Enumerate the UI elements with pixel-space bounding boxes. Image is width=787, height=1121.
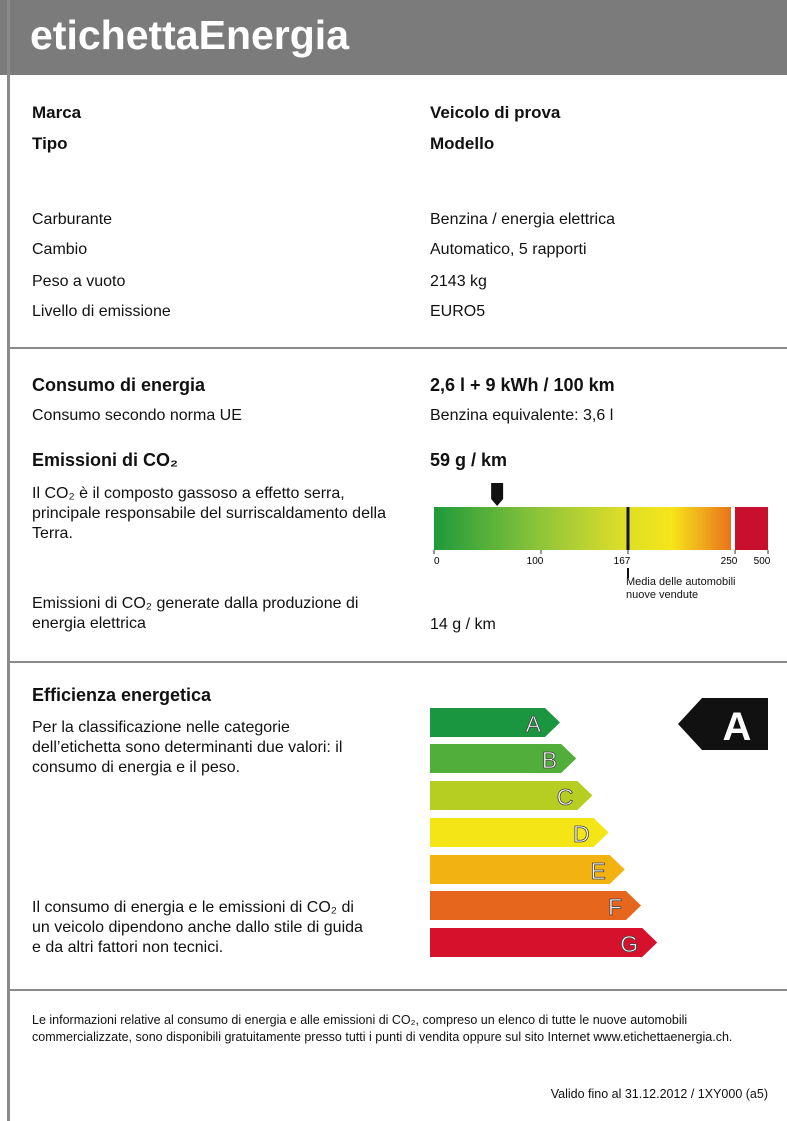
consumption-label: Consumo di energia: [32, 375, 206, 395]
average-label: Media delle automobili nuove vendute: [626, 576, 736, 601]
spec-label: Peso a vuoto: [32, 273, 126, 290]
class-arrow: [430, 891, 641, 920]
footer-info: Le informazioni relative al consumo di e…: [32, 1013, 733, 1044]
spec-label: Cambio: [32, 241, 88, 258]
efficiency-note: Il consumo di energia e le emissioni di …: [32, 899, 363, 956]
efficiency-description: Per la classificazione nelle categorie d…: [32, 719, 343, 776]
rating-letter: A: [723, 705, 752, 749]
rating-arrow: [678, 698, 768, 750]
co2-marker: [491, 483, 504, 506]
spec-label: Livello di emissione: [32, 303, 171, 320]
tick-label: 167: [614, 556, 631, 567]
co2-scale-bar: [434, 507, 731, 550]
class-arrow: [430, 855, 625, 884]
class-arrow: [430, 928, 658, 957]
co2-value: 59 g / km: [430, 450, 508, 470]
class-letter: D: [573, 821, 590, 847]
class-letter: E: [590, 858, 605, 884]
class-letter: B: [542, 747, 557, 773]
norm-value: Benzina equivalente: 3,6 l: [430, 407, 614, 424]
header-title: etichettaEnergia: [30, 12, 349, 58]
field-label: Tipo: [32, 134, 68, 153]
class-letter: F: [608, 894, 622, 920]
spec-value: 2143 kg: [430, 273, 487, 290]
tick-label: 250: [721, 556, 738, 567]
production-value: 14 g / km: [430, 616, 496, 633]
tick-label: 100: [527, 556, 544, 567]
production-label: Emissioni di CO₂ generate dalla produzio…: [32, 595, 359, 632]
class-arrow: [430, 818, 609, 847]
co2-scale-red: [735, 507, 768, 550]
consumption-value: 2,6 l + 9 kWh / 100 km: [430, 375, 615, 395]
field-value: Veicolo di prova: [430, 103, 561, 122]
norm-label: Consumo secondo norma UE: [32, 407, 242, 424]
tick-label: 0: [434, 556, 440, 567]
class-arrow: [430, 744, 577, 773]
class-letter: A: [526, 711, 542, 737]
co2-label: Emissioni di CO₂: [32, 450, 179, 470]
field-value: Modello: [430, 134, 495, 153]
class-arrow: [430, 708, 560, 737]
efficiency-title: Efficienza energetica: [32, 685, 212, 705]
header-bar: [0, 0, 787, 75]
class-arrow: [430, 781, 593, 810]
class-letter: G: [620, 931, 638, 957]
left-border: [7, 0, 10, 1121]
tick-label: 500: [754, 556, 771, 567]
spec-value: Benzina / energia elettrica: [430, 211, 615, 228]
co2-description: Il CO₂ è il composto gassoso a effetto s…: [32, 485, 386, 542]
spec-label: Carburante: [32, 211, 113, 228]
spec-value: EURO5: [430, 303, 486, 320]
footer-validity: Valido fino al 31.12.2012 / 1XY000 (a5): [550, 1087, 768, 1101]
class-letter: C: [557, 784, 574, 810]
spec-value: Automatico, 5 rapporti: [430, 241, 587, 258]
field-label: Marca: [32, 103, 82, 122]
